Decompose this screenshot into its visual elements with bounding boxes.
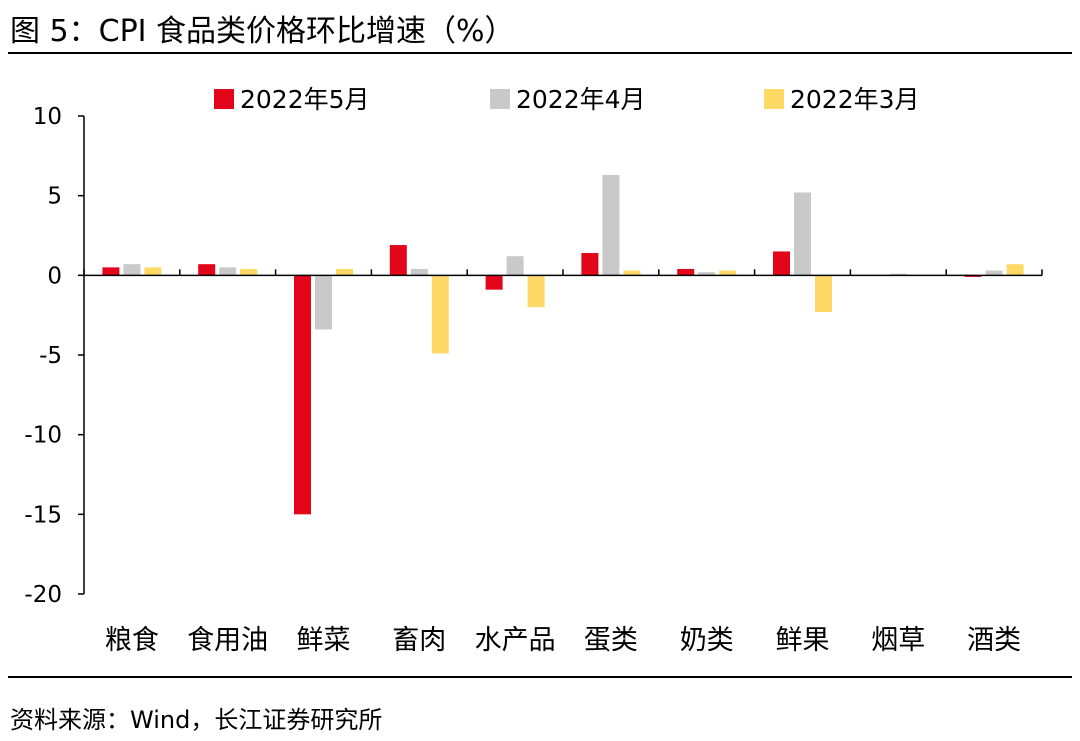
x-category-label: 烟草 (871, 625, 925, 656)
x-category-label: 酒类 (967, 625, 1021, 656)
y-tick-label: -5 (39, 343, 62, 369)
legend-swatch-2022-03 (764, 89, 784, 109)
x-category-label: 粮食 (105, 625, 159, 656)
title-rule (8, 52, 1072, 54)
legend-item-2022-05: 2022年5月 (214, 80, 370, 116)
bar-group (102, 174, 1024, 515)
bar-series2-7 (815, 275, 832, 312)
bar-series2-6 (719, 270, 737, 276)
y-tick-label: -15 (24, 502, 62, 528)
y-tick-label: 5 (47, 184, 62, 210)
bar-series0-0 (102, 267, 120, 276)
legend-label-2022-03: 2022年3月 (790, 85, 920, 114)
legend-swatch-2022-05 (214, 89, 234, 109)
legend-item-2022-04: 2022年4月 (490, 80, 646, 116)
bar-series0-7 (773, 251, 790, 276)
bar-series0-9 (964, 275, 982, 277)
legend-label-2022-05: 2022年5月 (240, 85, 370, 114)
source-rule (8, 676, 1072, 678)
x-category-label: 蛋类 (584, 625, 638, 656)
bar-series1-6 (698, 272, 716, 276)
legend-item-2022-03: 2022年3月 (764, 80, 920, 116)
bar-series1-8 (889, 273, 907, 276)
bar-series1-4 (506, 256, 524, 276)
legend-swatch-2022-04 (490, 89, 510, 109)
x-category-label: 水产品 (475, 625, 556, 656)
bar-series2-4 (527, 275, 545, 308)
y-tick-label: 10 (33, 104, 62, 130)
bar-series1-0 (123, 264, 141, 276)
bar-series0-3 (389, 245, 407, 276)
bar-series1-9 (985, 270, 1003, 276)
source-note: 资料来源：Wind，长江证券研究所 (10, 706, 383, 734)
bar-series1-1 (219, 267, 237, 276)
y-axis: 10 5 0 -5 -10 -15 -20 (24, 104, 85, 608)
y-tick-label: -20 (24, 582, 62, 608)
bar-series0-6 (677, 268, 695, 276)
x-category-label: 奶类 (680, 625, 734, 656)
y-tick-label: -10 (24, 423, 62, 449)
legend-label-2022-04: 2022年4月 (516, 85, 646, 114)
x-category-label: 畜肉 (392, 625, 446, 656)
x-category-label: 鲜果 (776, 625, 830, 656)
bar-series2-2 (336, 268, 353, 276)
bar-series2-1 (240, 268, 258, 276)
bar-series1-5 (602, 174, 620, 276)
bar-series1-7 (794, 192, 811, 276)
bar-series0-5 (581, 253, 599, 276)
x-category-label: 食用油 (187, 625, 268, 656)
bar-series2-9 (1006, 264, 1024, 276)
y-tick-label: 0 (47, 263, 62, 289)
bar-series0-1 (198, 264, 216, 276)
bar-series1-3 (410, 268, 428, 276)
x-category-label: 鲜菜 (297, 625, 351, 656)
x-axis: 粮食 食用油 鲜菜 畜肉 水产品 蛋类 奶类 鲜果 烟草 酒类 (83, 269, 1043, 656)
figure-title: 图 5：CPI 食品类价格环比增速（%） (10, 14, 515, 49)
bar-series1-2 (315, 275, 332, 330)
bar-series2-0 (144, 267, 162, 276)
bar-series0-2 (294, 275, 311, 515)
bar-series2-3 (431, 275, 449, 354)
bar-series2-5 (623, 270, 641, 276)
bar-series0-4 (485, 275, 503, 290)
